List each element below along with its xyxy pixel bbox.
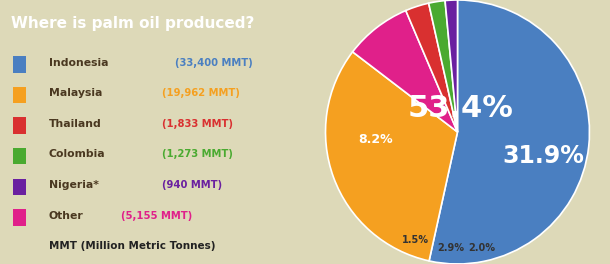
Text: Indonesia: Indonesia xyxy=(49,58,108,68)
Wedge shape xyxy=(406,3,458,132)
FancyBboxPatch shape xyxy=(13,56,26,73)
Wedge shape xyxy=(326,52,458,261)
Wedge shape xyxy=(429,1,458,132)
Text: 2.0%: 2.0% xyxy=(468,243,495,253)
FancyBboxPatch shape xyxy=(13,148,26,164)
Text: (1,273 MMT): (1,273 MMT) xyxy=(162,149,232,159)
FancyBboxPatch shape xyxy=(13,209,26,226)
Text: 8.2%: 8.2% xyxy=(358,133,393,147)
Text: Colombia: Colombia xyxy=(49,149,106,159)
Text: Thailand: Thailand xyxy=(49,119,101,129)
FancyBboxPatch shape xyxy=(13,117,26,134)
Text: 31.9%: 31.9% xyxy=(503,144,584,168)
Wedge shape xyxy=(353,11,458,132)
Text: Where is palm oil produced?: Where is palm oil produced? xyxy=(11,16,254,31)
Text: 2.9%: 2.9% xyxy=(437,243,464,253)
Text: Malaysia: Malaysia xyxy=(49,88,102,98)
Text: (940 MMT): (940 MMT) xyxy=(162,180,222,190)
Text: (5,155 MMT): (5,155 MMT) xyxy=(121,211,192,221)
Text: (33,400 MMT): (33,400 MMT) xyxy=(175,58,253,68)
Text: MMT (Million Metric Tonnes): MMT (Million Metric Tonnes) xyxy=(49,241,215,251)
Text: (1,833 MMT): (1,833 MMT) xyxy=(162,119,232,129)
FancyBboxPatch shape xyxy=(13,179,26,195)
Text: (19,962 MMT): (19,962 MMT) xyxy=(162,88,240,98)
Text: Other: Other xyxy=(49,211,84,221)
Text: 53.4%: 53.4% xyxy=(407,94,513,123)
Text: Nigeria*: Nigeria* xyxy=(49,180,99,190)
Wedge shape xyxy=(429,0,589,264)
Text: 1.5%: 1.5% xyxy=(402,235,429,245)
FancyBboxPatch shape xyxy=(13,87,26,103)
Wedge shape xyxy=(445,0,458,132)
